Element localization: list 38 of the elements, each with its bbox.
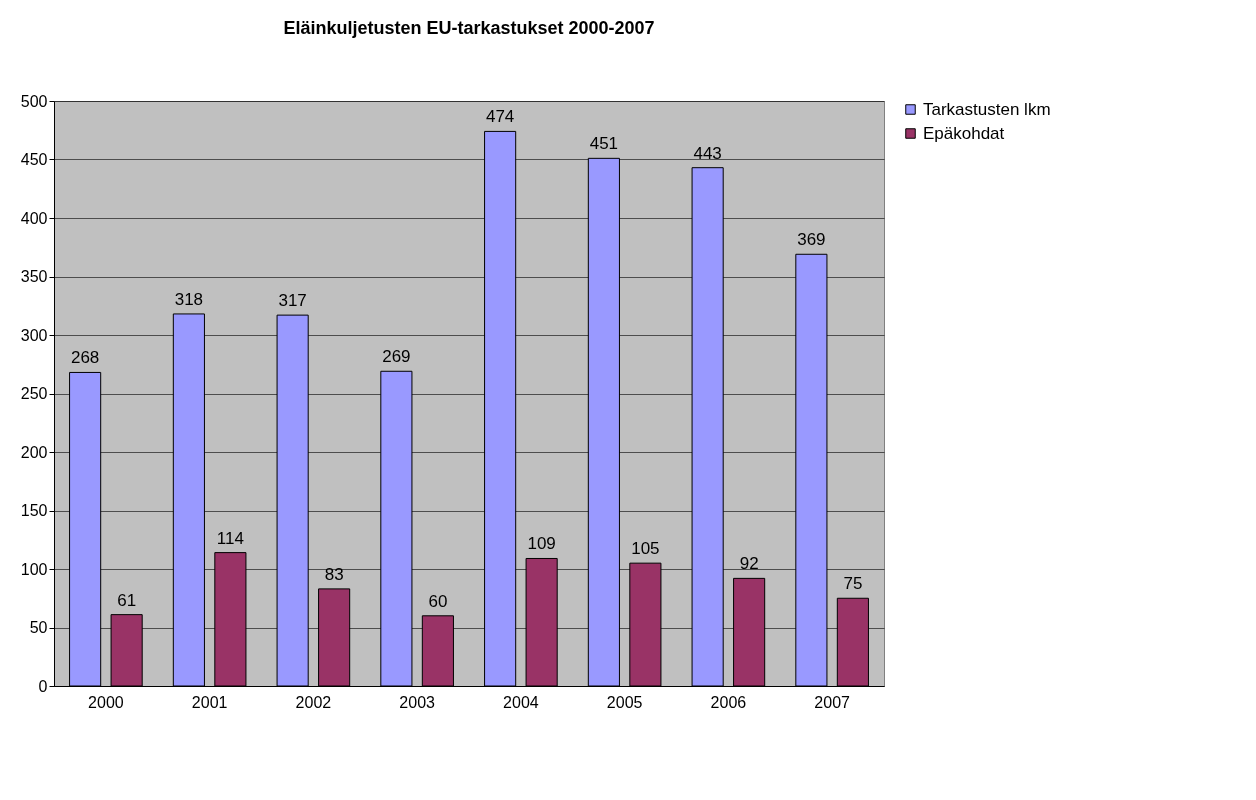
data-label: 92 bbox=[739, 554, 759, 574]
data-label: 318 bbox=[174, 289, 204, 309]
data-label: 317 bbox=[278, 291, 307, 311]
data-label: 269 bbox=[382, 347, 411, 367]
y-tick-label: 350 bbox=[20, 268, 48, 285]
data-label: 451 bbox=[589, 134, 619, 154]
y-tick-label: 500 bbox=[20, 92, 48, 110]
data-label: 114 bbox=[216, 528, 244, 548]
legend-label: Epäkohdat bbox=[923, 123, 1005, 143]
x-tick-label: 2000 bbox=[88, 693, 124, 711]
y-tick-label: 200 bbox=[20, 443, 48, 461]
y-tick-label: 100 bbox=[20, 560, 48, 578]
chart-title: Eläinkuljetusten EU-tarkastukset 2000-2007 bbox=[283, 18, 655, 38]
data-label: 75 bbox=[843, 574, 863, 594]
y-tick-label: 150 bbox=[20, 502, 48, 519]
y-tick-label: 300 bbox=[20, 326, 48, 344]
y-tick-label: 50 bbox=[29, 619, 48, 636]
y-tick-label: 400 bbox=[20, 209, 48, 227]
data-label: 369 bbox=[797, 230, 826, 250]
data-label: 474 bbox=[485, 107, 515, 127]
x-tick-label: 2001 bbox=[191, 693, 228, 711]
y-tick-label: 250 bbox=[20, 385, 48, 402]
x-tick-label: 2005 bbox=[606, 693, 643, 711]
data-label: 268 bbox=[70, 348, 100, 368]
data-label: 60 bbox=[428, 591, 448, 611]
x-tick-label: 2007 bbox=[814, 693, 851, 711]
x-tick-label: 2006 bbox=[710, 693, 747, 711]
legend-label: Tarkastusten lkm bbox=[923, 99, 1051, 119]
data-label: 61 bbox=[117, 590, 137, 610]
data-label: 105 bbox=[631, 539, 660, 559]
data-label: 443 bbox=[693, 143, 722, 163]
data-label: 109 bbox=[527, 534, 556, 554]
x-tick-label: 2003 bbox=[399, 693, 436, 711]
x-tick-label: 2004 bbox=[503, 693, 539, 711]
y-tick-label: 0 bbox=[38, 677, 48, 695]
data-label: 83 bbox=[324, 564, 344, 584]
y-tick-label: 450 bbox=[20, 151, 48, 168]
x-tick-label: 2002 bbox=[295, 693, 332, 711]
